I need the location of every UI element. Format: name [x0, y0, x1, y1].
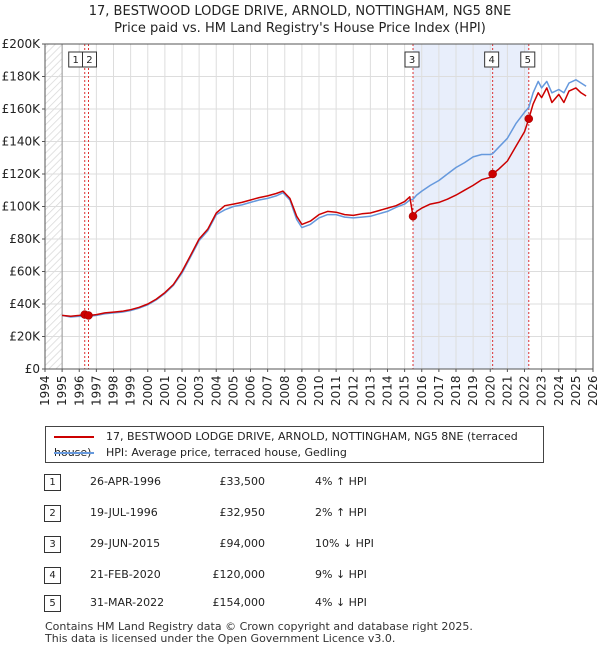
transaction-date: 31-MAR-2022 — [90, 596, 165, 609]
y-tick-label: £120K — [2, 167, 42, 181]
x-tick-label: 2019 — [466, 375, 480, 406]
transaction-number: 3 — [44, 536, 61, 553]
x-tick-label: 1994 — [38, 375, 52, 406]
x-tick-label: 2009 — [295, 375, 309, 406]
transaction-hpi: 2% ↑ HPI — [315, 506, 367, 519]
x-tick-label: 2000 — [141, 375, 155, 406]
sale-point — [524, 114, 534, 123]
x-tick-label: 2012 — [346, 375, 360, 406]
y-tick-label: £0 — [25, 362, 40, 376]
transaction-price: £154,000 — [212, 596, 266, 609]
price-chart: 1 2 3 4 5 £0 £20K £40K £60K £80K £100K £120K £140K £1… — [2, 37, 600, 406]
y-tick-label: £20K — [9, 330, 41, 344]
sale-label-box — [81, 51, 97, 68]
x-tick-label: 2004 — [209, 375, 223, 406]
x-tick-label: 2023 — [535, 375, 549, 406]
y-tick-label: £100K — [2, 200, 42, 214]
x-tick-label: 2014 — [381, 375, 395, 406]
x-tick-label: 2016 — [415, 375, 429, 406]
y-tick-label: £60K — [9, 265, 41, 279]
x-tick-label: 2005 — [226, 375, 240, 406]
transaction-number: 5 — [44, 595, 61, 612]
footer-license: This data is licensed under the Open Gov… — [45, 632, 396, 645]
y-tick-label: £200K — [2, 37, 42, 51]
transaction-date: 26-APR-1996 — [90, 475, 162, 488]
transaction-price: £94,000 — [219, 537, 266, 550]
transaction-number: 4 — [44, 567, 61, 584]
transaction-price: £120,000 — [212, 568, 266, 581]
legend-label-property: 17, BESTWOOD LODGE DRIVE, ARNOLD, NOTTIN… — [54, 430, 518, 459]
x-tick-label: 2007 — [261, 375, 275, 406]
sale-point — [488, 169, 497, 179]
title-line-2: Price paid vs. HM Land Registry's House … — [114, 21, 486, 36]
sale-label-box — [484, 51, 500, 68]
y-tick-label: £180K — [2, 70, 42, 84]
transaction-hpi: 9% ↓ HPI — [315, 568, 367, 581]
sale-label-box — [520, 51, 536, 68]
x-tick-label: 2024 — [552, 375, 566, 406]
sale-label: 1 — [73, 55, 79, 66]
footer-copyright: Contains HM Land Registry data © Crown c… — [45, 620, 473, 633]
x-tick-label: 1999 — [124, 375, 138, 406]
sale-point — [84, 311, 93, 320]
x-tick-label: 2026 — [586, 375, 600, 406]
x-tick-label: 1997 — [89, 375, 103, 406]
sale-label-box — [404, 51, 420, 68]
sale-label: 4 — [488, 55, 494, 66]
x-tick-label: 2025 — [569, 375, 583, 406]
series-line-property — [62, 87, 587, 317]
table-row: 5 31-MAR-2022 £154,000 4% ↓ HPI — [0, 592, 600, 614]
title-line-1: 17, BESTWOOD LODGE DRIVE, ARNOLD, NOTTIN… — [88, 4, 512, 19]
y-tick-label: £140K — [2, 135, 42, 149]
sale-label: 2 — [86, 55, 92, 66]
x-tick-label: 2006 — [244, 375, 258, 406]
sale-point — [408, 212, 418, 221]
transaction-hpi: 10% ↓ HPI — [315, 537, 374, 550]
table-row: 4 21-FEB-2020 £120,000 9% ↓ HPI — [0, 564, 600, 586]
legend-swatch-property — [54, 436, 94, 438]
x-tick-label: 2011 — [329, 375, 343, 406]
x-tick-label: 1995 — [55, 375, 69, 406]
footer: Contains HM Land Registry data © Crown c… — [45, 621, 473, 645]
table-row: 3 29-JUN-2015 £94,000 10% ↓ HPI — [0, 533, 600, 555]
transaction-number: 2 — [44, 505, 61, 522]
legend-label-hpi: HPI: Average price, terraced house, Gedl… — [106, 446, 347, 459]
x-tick-label: 2001 — [158, 375, 172, 406]
transaction-price: £32,950 — [219, 506, 266, 519]
x-tick-label: 2021 — [500, 375, 514, 406]
legend: 17, BESTWOOD LODGE DRIVE, ARNOLD, NOTTIN… — [45, 426, 544, 463]
transaction-date: 21-FEB-2020 — [90, 568, 161, 581]
table-row: 1 26-APR-1996 £33,500 4% ↑ HPI — [0, 471, 600, 493]
x-tick-label: 2020 — [483, 375, 497, 406]
chart-title: 17, BESTWOOD LODGE DRIVE, ARNOLD, NOTTIN… — [0, 3, 600, 37]
y-tick-label: £80K — [9, 232, 41, 246]
sale-label: 3 — [409, 55, 415, 66]
x-tick-label: 2002 — [175, 375, 189, 406]
x-tick-label: 2010 — [312, 375, 326, 406]
transaction-hpi: 4% ↓ HPI — [315, 596, 367, 609]
legend-item-hpi: HPI: Average price, terraced house, Gedl… — [54, 445, 347, 461]
x-tick-label: 2018 — [449, 375, 463, 406]
x-tick-label: 2015 — [398, 375, 412, 406]
legend-item-property: 17, BESTWOOD LODGE DRIVE, ARNOLD, NOTTIN… — [54, 429, 543, 459]
y-tick-label: £160K — [2, 102, 42, 116]
sale-label: 5 — [525, 55, 531, 66]
transaction-hpi: 4% ↑ HPI — [315, 475, 367, 488]
table-row: 2 19-JUL-1996 £32,950 2% ↑ HPI — [0, 502, 600, 524]
x-tick-label: 2013 — [363, 375, 377, 406]
transaction-number: 1 — [44, 474, 61, 491]
x-tick-label: 1996 — [72, 375, 86, 406]
legend-swatch-hpi — [54, 452, 94, 454]
transaction-date: 29-JUN-2015 — [90, 537, 161, 550]
transaction-price: £33,500 — [219, 475, 266, 488]
x-tick-label: 1998 — [107, 375, 121, 406]
x-tick-label: 2003 — [192, 375, 206, 406]
transaction-date: 19-JUL-1996 — [90, 506, 158, 519]
x-tick-label: 2022 — [518, 375, 532, 406]
x-tick-label: 2008 — [278, 375, 292, 406]
x-tick-label: 2017 — [432, 375, 446, 406]
y-tick-label: £40K — [9, 297, 41, 311]
